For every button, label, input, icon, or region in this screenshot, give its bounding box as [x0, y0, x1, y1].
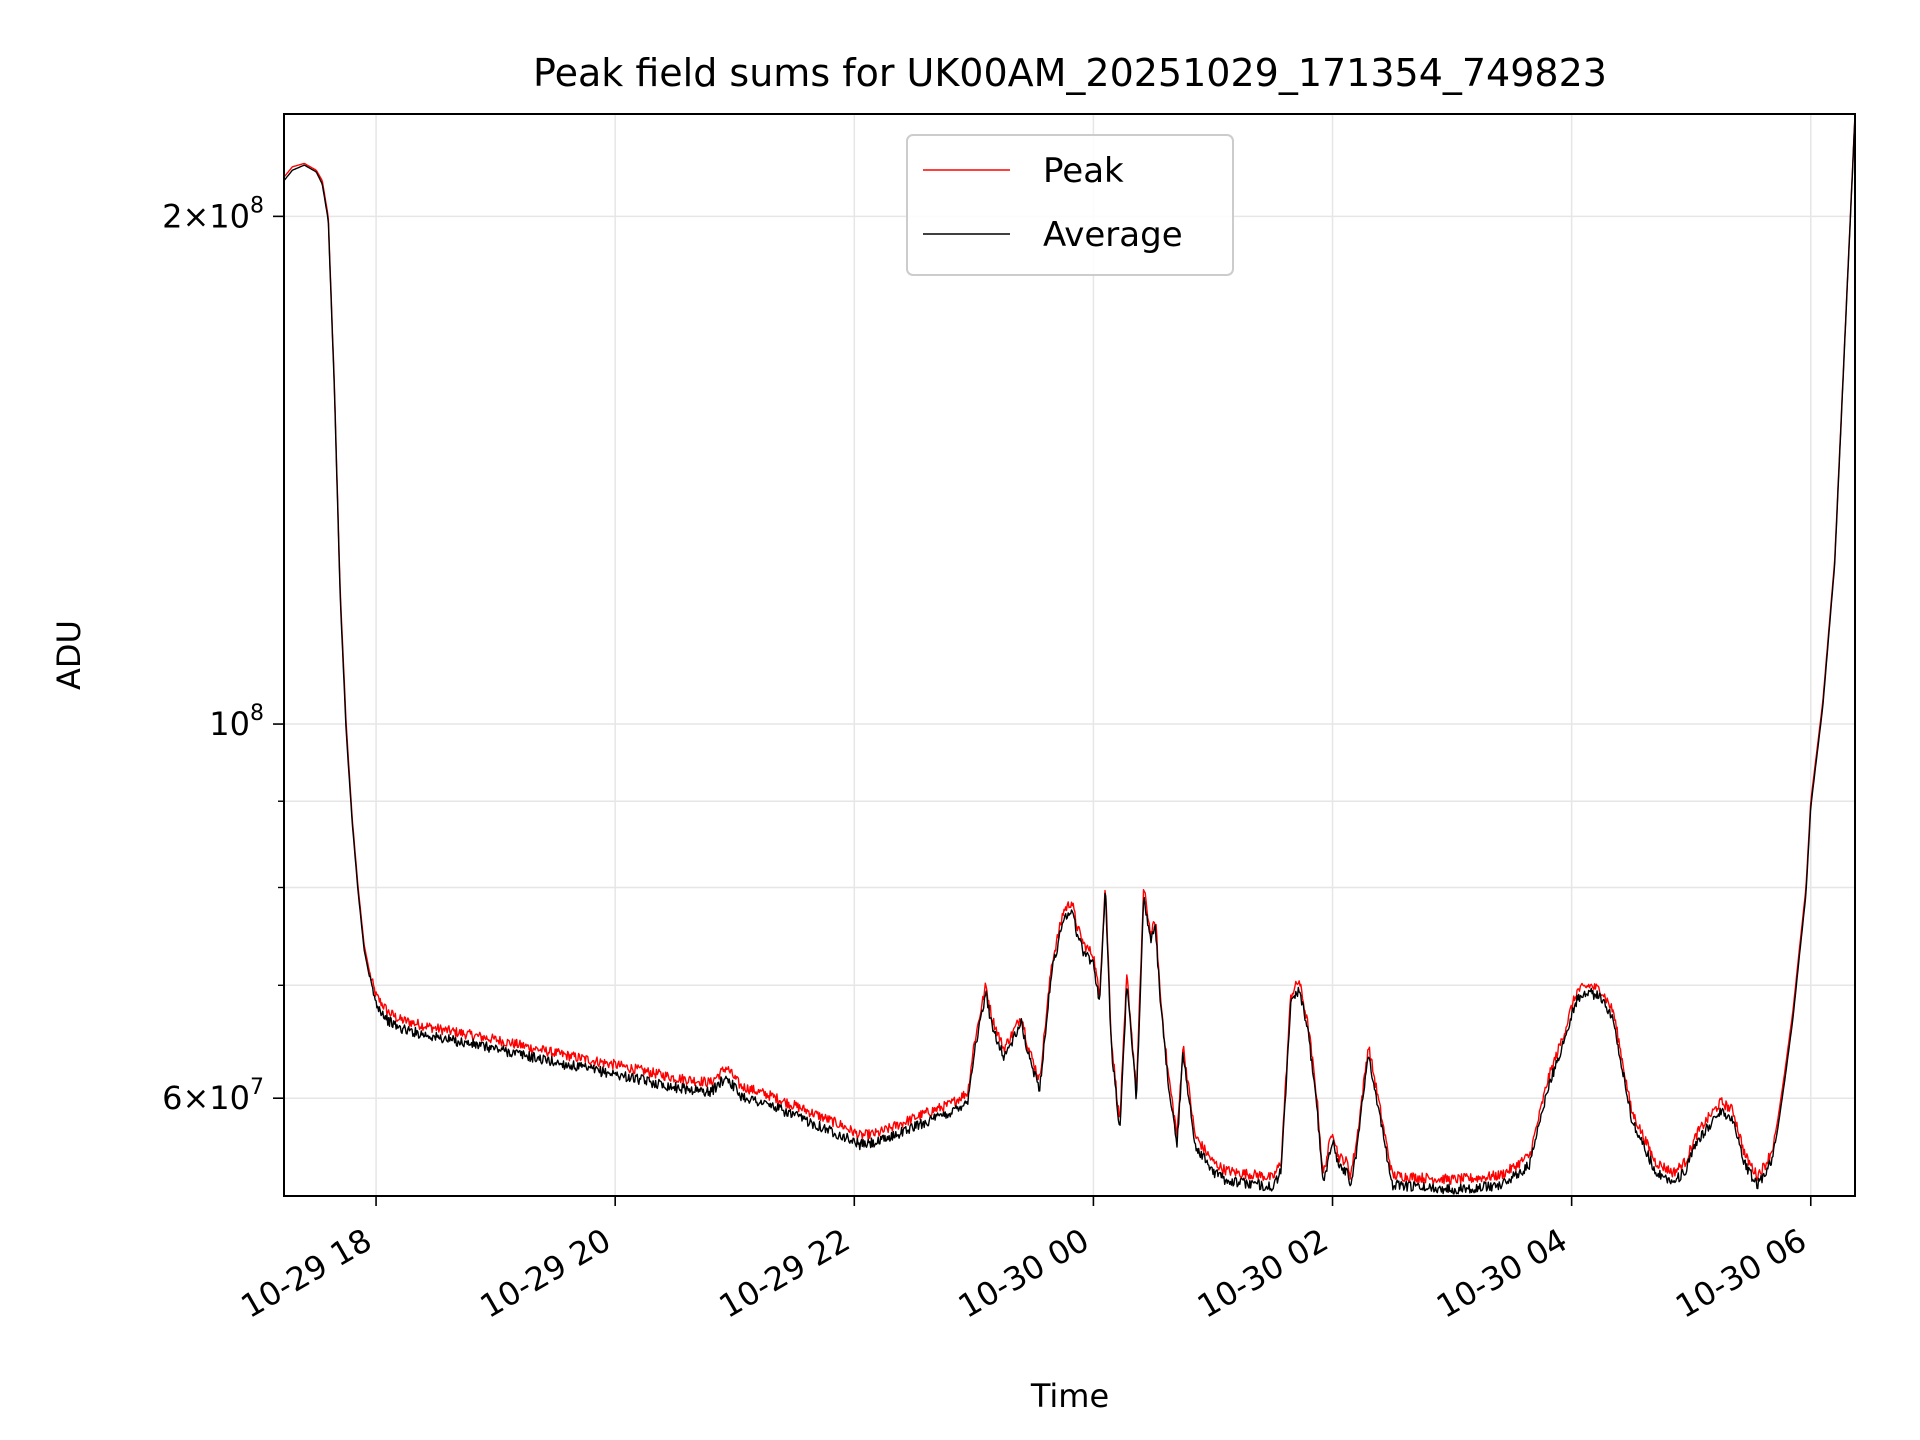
plot-frame [283, 113, 1856, 1197]
y-tick-label: 2×108 [162, 193, 264, 235]
series-line-average [284, 118, 1855, 1195]
legend: Peak Average [906, 134, 1234, 276]
x-axis-label: Time [1030, 1377, 1109, 1415]
legend-label-peak: Peak [1043, 151, 1124, 191]
y-tick-label: 6×107 [162, 1075, 264, 1117]
series-lines [284, 116, 1855, 1195]
y-axis-label: ADU [50, 620, 88, 690]
y-tick-label: 108 [209, 701, 264, 743]
chart-title: Peak field sums for UK00AM_20251029_1713… [533, 51, 1607, 95]
series-line-peak [284, 116, 1855, 1185]
legend-label-average: Average [1043, 215, 1183, 255]
